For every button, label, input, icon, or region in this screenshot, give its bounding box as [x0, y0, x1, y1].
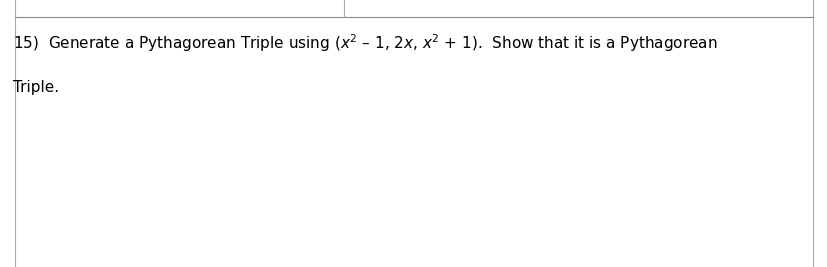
Text: 15)  Generate a Pythagorean Triple using ($x^2$ – 1, 2$x$, $x^2$ + 1).  Show tha: 15) Generate a Pythagorean Triple using …: [13, 32, 717, 54]
Text: Triple.: Triple.: [13, 80, 60, 95]
